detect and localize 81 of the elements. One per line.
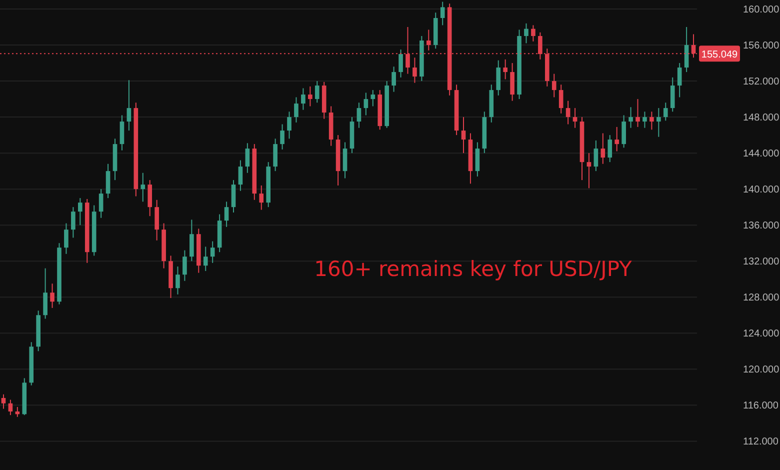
- candlestick: [238, 160, 243, 192]
- y-tick-label: 144.000: [743, 148, 780, 160]
- ref-line-label: 155.049: [701, 50, 738, 61]
- y-tick-label: 116.000: [743, 400, 779, 412]
- candlestick: [182, 250, 187, 282]
- candlestick: [650, 111, 654, 130]
- candlestick: [78, 198, 82, 226]
- candlestick: [71, 206, 76, 238]
- candlestick: [426, 29, 431, 51]
- candlestick: [356, 102, 362, 128]
- y-tick-label: 156.000: [743, 40, 780, 52]
- y-tick-label: 140.000: [743, 184, 780, 196]
- candlestick: [670, 76, 675, 112]
- candlestick: [364, 92, 368, 116]
- candlestick: [50, 283, 54, 308]
- candlestick: [392, 66, 396, 92]
- candlestick: [126, 80, 132, 132]
- y-tick-label: 124.000: [743, 328, 780, 340]
- candlestick: [370, 90, 376, 107]
- candlestick: [43, 268, 48, 320]
- y-tick-label: 132.000: [743, 256, 780, 268]
- candlestick: [663, 102, 668, 122]
- candlestick: [628, 106, 633, 128]
- candlestick: [614, 126, 620, 152]
- candlestick: [98, 188, 104, 218]
- y-tick-label: 152.000: [743, 76, 780, 88]
- candlestick: [440, 1, 445, 26]
- candlestick: [642, 111, 647, 128]
- candlestick: [314, 80, 320, 104]
- candlestick: [148, 180, 152, 217]
- candlestick: [231, 180, 236, 213]
- candlestick: [224, 201, 229, 228]
- candlestick: [531, 24, 536, 42]
- candlestick: [461, 116, 466, 154]
- y-tick-label: 136.000: [743, 220, 780, 232]
- candlestick: [294, 96, 298, 123]
- y-tick-label: 128.000: [743, 292, 780, 304]
- candlestick: [677, 62, 682, 98]
- candlestick: [510, 62, 514, 102]
- candlestick: [608, 134, 612, 163]
- candlestick: [412, 57, 417, 84]
- candlestick: [684, 26, 689, 73]
- candlestick: [566, 100, 570, 125]
- candlestick: [120, 114, 124, 151]
- candlestick: [64, 222, 68, 254]
- candlestick: [656, 108, 661, 138]
- candlestick: [1, 394, 6, 410]
- candlestick: [622, 114, 626, 148]
- candlestick: [475, 142, 480, 177]
- candlestick: [140, 172, 146, 202]
- y-tick-label: 120.000: [743, 364, 780, 376]
- candlestick: [572, 108, 578, 128]
- candlestick: [301, 88, 306, 110]
- candlestick: [496, 60, 501, 96]
- candlestick: [259, 184, 264, 210]
- candlestick: [586, 152, 592, 189]
- annotation: 160+ remains key for USD/JPY: [314, 257, 632, 281]
- candlestick: [398, 49, 403, 78]
- candlestick: [280, 124, 284, 150]
- candlestick: [308, 86, 312, 107]
- candlestick: [273, 138, 278, 172]
- candlestick: [552, 73, 556, 98]
- candlestick: [176, 266, 180, 295]
- candlestick: [524, 22, 528, 44]
- candlestick: [245, 142, 250, 174]
- candlestick: [594, 140, 598, 172]
- candlestick: [600, 132, 606, 164]
- candlestick: [190, 219, 194, 262]
- candlestick: [287, 111, 292, 140]
- y-tick-label: 112.000: [743, 436, 779, 448]
- candlestick: [342, 142, 348, 179]
- candlestick: [636, 98, 640, 128]
- candlestick: [203, 246, 208, 272]
- candlestick: [106, 163, 110, 199]
- y-tick-label: 148.000: [743, 112, 780, 124]
- candlestick: [8, 399, 13, 416]
- candlestick: [210, 240, 215, 264]
- y-tick-label: 160.000: [743, 4, 780, 16]
- candlestick: [503, 58, 508, 80]
- candlestick: [558, 84, 564, 114]
- candlestick: [154, 199, 159, 241]
